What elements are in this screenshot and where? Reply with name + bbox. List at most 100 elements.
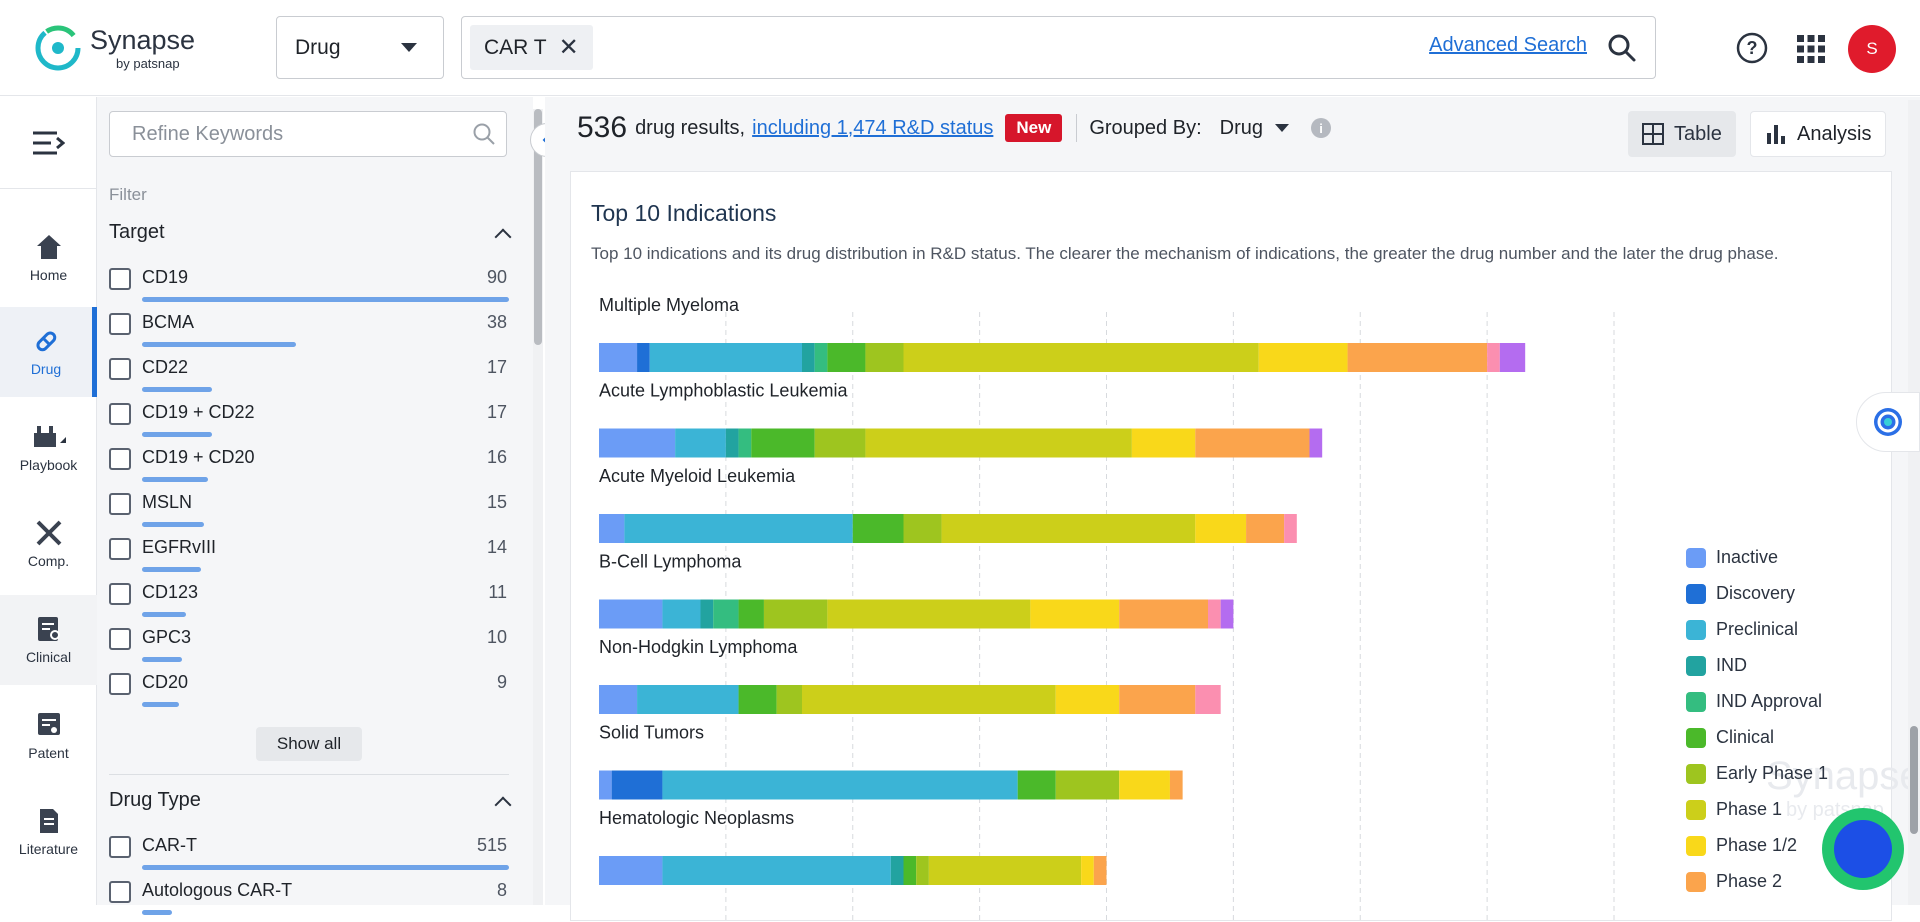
legend-item[interactable]: IND xyxy=(1686,655,1747,676)
bar-segment[interactable] xyxy=(599,600,662,629)
legend-item[interactable]: Preclinical xyxy=(1686,619,1798,640)
checkbox[interactable] xyxy=(109,628,131,650)
target-filter-row[interactable]: CD19 + CD2016 xyxy=(109,443,509,487)
legend-item[interactable]: Early Phase 1 xyxy=(1686,763,1828,784)
nav-playbook[interactable]: Playbook xyxy=(0,403,97,493)
nav-comp[interactable]: Comp. xyxy=(0,499,97,589)
bar-segment[interactable] xyxy=(650,343,802,372)
bar-segment[interactable] xyxy=(662,600,700,629)
bar-segment[interactable] xyxy=(942,514,1196,543)
legend-item[interactable]: Phase 1/2 xyxy=(1686,835,1797,856)
bar-segment[interactable] xyxy=(904,514,942,543)
checkbox[interactable] xyxy=(109,268,131,290)
bar-segment[interactable] xyxy=(713,600,738,629)
nav-drug[interactable]: Drug xyxy=(0,307,97,397)
bar-segment[interactable] xyxy=(599,771,612,800)
drug-type-filter-row[interactable]: CAR-T515 xyxy=(109,831,509,875)
checkbox[interactable] xyxy=(109,836,131,858)
nav-literature[interactable]: Literature xyxy=(0,787,97,877)
nav-clinical[interactable]: Clinical xyxy=(0,595,97,685)
search-chip[interactable]: CAR T ✕ xyxy=(470,25,593,70)
bar-segment[interactable] xyxy=(637,343,650,372)
target-filter-row[interactable]: BCMA38 xyxy=(109,308,509,352)
target-filter-row[interactable]: CD209 xyxy=(109,668,509,712)
search-icon[interactable] xyxy=(1607,33,1637,63)
legend-item[interactable]: Phase 1 xyxy=(1686,799,1782,820)
bar-segment[interactable] xyxy=(599,429,675,458)
avatar[interactable]: S xyxy=(1848,25,1896,73)
refine-keywords-input[interactable]: Refine Keywords xyxy=(109,111,507,157)
bar-segment[interactable] xyxy=(1487,343,1500,372)
bar-segment[interactable] xyxy=(1018,771,1056,800)
bar-segment[interactable] xyxy=(904,856,917,885)
bar-segment[interactable] xyxy=(1170,771,1183,800)
bar-segment[interactable] xyxy=(853,514,904,543)
bar-segment[interactable] xyxy=(827,600,1030,629)
legend-item[interactable]: IND Approval xyxy=(1686,691,1822,712)
target-filter-row[interactable]: GPC310 xyxy=(109,623,509,667)
target-filter-row[interactable]: CD12311 xyxy=(109,578,509,622)
search-input[interactable]: CAR T ✕ Advanced Search xyxy=(461,16,1656,79)
bar-segment[interactable] xyxy=(624,514,852,543)
bar-segment[interactable] xyxy=(916,856,929,885)
nav-home[interactable]: Home xyxy=(0,213,97,303)
search-type-select[interactable]: Drug xyxy=(276,16,444,79)
bar-segment[interactable] xyxy=(599,343,637,372)
bar-segment[interactable] xyxy=(1208,600,1221,629)
target-section-title[interactable]: Target xyxy=(109,221,165,244)
drug-type-section-title[interactable]: Drug Type xyxy=(109,789,201,812)
bar-segment[interactable] xyxy=(612,771,663,800)
bar-segment[interactable] xyxy=(739,429,752,458)
checkbox[interactable] xyxy=(109,538,131,560)
search-icon[interactable] xyxy=(472,122,496,146)
bar-segment[interactable] xyxy=(865,429,1131,458)
info-icon[interactable]: i xyxy=(1311,118,1331,138)
bar-segment[interactable] xyxy=(1195,685,1220,714)
bar-segment[interactable] xyxy=(815,343,828,372)
menu-toggle-button[interactable] xyxy=(0,97,97,189)
advanced-search-link[interactable]: Advanced Search xyxy=(1429,34,1587,57)
rd-status-link[interactable]: including 1,474 R&D status xyxy=(752,117,993,140)
bar-segment[interactable] xyxy=(662,856,890,885)
bar-segment[interactable] xyxy=(891,856,904,885)
bar-segment[interactable] xyxy=(675,429,726,458)
checkbox[interactable] xyxy=(109,403,131,425)
bar-segment[interactable] xyxy=(764,600,827,629)
bar-segment[interactable] xyxy=(904,343,1259,372)
show-all-button[interactable]: Show all xyxy=(256,727,362,761)
bar-segment[interactable] xyxy=(1246,514,1284,543)
bar-segment[interactable] xyxy=(1500,343,1525,372)
tab-table[interactable]: Table xyxy=(1628,111,1736,157)
bar-segment[interactable] xyxy=(1081,856,1094,885)
legend-item[interactable]: Clinical xyxy=(1686,727,1774,748)
bar-segment[interactable] xyxy=(865,343,903,372)
target-filter-row[interactable]: EGFRvIII14 xyxy=(109,533,509,577)
bar-segment[interactable] xyxy=(815,429,866,458)
bar-segment[interactable] xyxy=(1132,429,1195,458)
bar-segment[interactable] xyxy=(1195,514,1246,543)
bar-segment[interactable] xyxy=(599,514,624,543)
bar-segment[interactable] xyxy=(739,600,764,629)
bar-segment[interactable] xyxy=(1119,771,1170,800)
synapse-logo[interactable]: Synapse by patsnap xyxy=(34,24,195,72)
main-scrollbar[interactable] xyxy=(1908,100,1920,905)
checkbox[interactable] xyxy=(109,493,131,515)
drug-type-filter-row[interactable]: Autologous CAR-T8 xyxy=(109,876,509,920)
grouped-by-select[interactable]: Drug xyxy=(1220,117,1263,140)
bar-segment[interactable] xyxy=(1056,771,1119,800)
bar-segment[interactable] xyxy=(777,685,802,714)
bar-segment[interactable] xyxy=(1221,600,1234,629)
bar-segment[interactable] xyxy=(739,685,777,714)
bar-segment[interactable] xyxy=(1056,685,1119,714)
checkbox[interactable] xyxy=(109,583,131,605)
target-filter-row[interactable]: CD19 + CD2217 xyxy=(109,398,509,442)
bar-segment[interactable] xyxy=(701,600,714,629)
ai-assistant-button[interactable] xyxy=(1856,392,1920,452)
bar-segment[interactable] xyxy=(1284,514,1297,543)
legend-item[interactable]: Discovery xyxy=(1686,583,1795,604)
checkbox[interactable] xyxy=(109,358,131,380)
bar-segment[interactable] xyxy=(1310,429,1323,458)
legend-item[interactable]: Phase 2 xyxy=(1686,871,1782,892)
bar-segment[interactable] xyxy=(1119,600,1208,629)
checkbox[interactable] xyxy=(109,673,131,695)
